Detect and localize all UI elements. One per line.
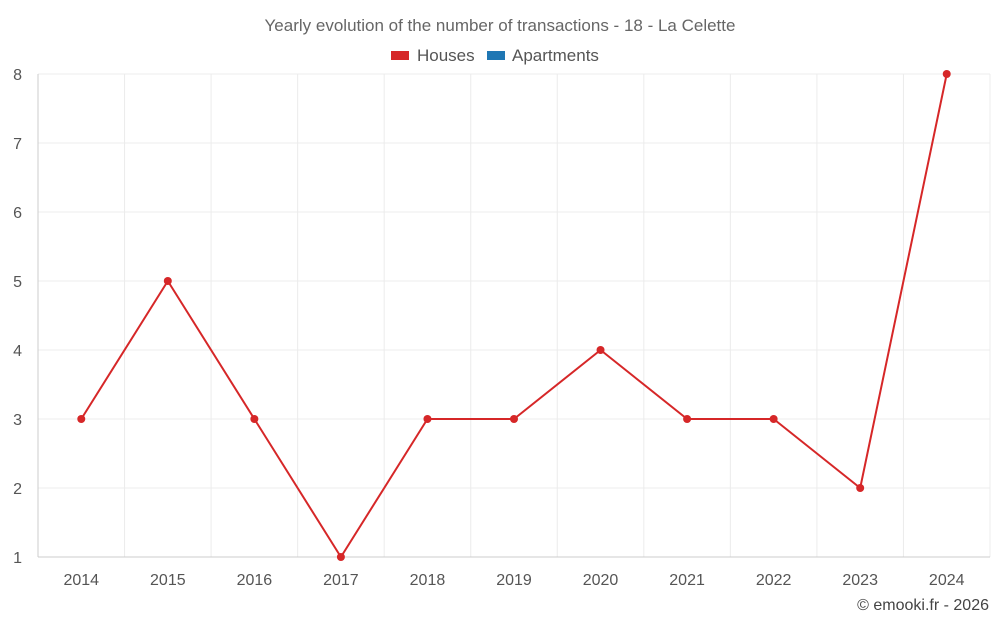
legend-item-houses[interactable]: Houses (391, 46, 475, 65)
data-point-houses-2022[interactable] (769, 415, 778, 423)
x-tick-label: 2014 (63, 572, 99, 589)
legend-item-apartments[interactable]: Apartments (487, 46, 599, 65)
x-tick-label: 2016 (237, 572, 273, 589)
y-tick-label: 3 (13, 412, 22, 429)
legend-swatch-houses (391, 51, 409, 60)
axes: 1 2 3 4 5 6 7 8 2014 2015 2016 2017 2018 2019 2020 2021… (13, 67, 990, 589)
y-tick-label: 7 (13, 136, 22, 153)
x-tick-label: 2020 (583, 572, 619, 589)
grid (37, 73, 991, 557)
y-tick-label: 4 (13, 343, 22, 360)
data-point-houses-2018[interactable] (423, 415, 432, 423)
legend: Houses Apartments (391, 46, 599, 65)
data-point-houses-2024[interactable] (942, 70, 951, 78)
chart-title: Yearly evolution of the number of transa… (265, 16, 736, 35)
data-point-houses-2017[interactable] (336, 553, 345, 561)
y-tick-label: 8 (13, 67, 22, 84)
legend-swatch-apartments (487, 51, 505, 60)
x-tick-label: 2023 (842, 572, 878, 589)
data-point-houses-2023[interactable] (856, 484, 865, 492)
data-point-houses-2015[interactable] (163, 277, 172, 285)
data-point-houses-2019[interactable] (510, 415, 518, 423)
x-tick-label: 2021 (669, 572, 705, 589)
footer-credit: © emooki.fr - 2026 (857, 597, 989, 614)
x-tick-label: 2017 (323, 572, 359, 589)
legend-label-houses: Houses (417, 46, 475, 65)
x-tick-label: 2019 (496, 572, 532, 589)
y-tick-label: 5 (13, 274, 22, 291)
series-houses (77, 70, 951, 561)
data-point-houses-2021[interactable] (683, 415, 692, 423)
data-point-houses-2016[interactable] (250, 415, 259, 423)
data-point-houses-2020[interactable] (596, 346, 605, 354)
x-tick-label: 2015 (150, 572, 186, 589)
legend-label-apartments: Apartments (512, 46, 599, 65)
x-tick-label: 2024 (929, 572, 965, 589)
y-tick-label: 1 (13, 550, 22, 567)
y-tick-label: 6 (13, 205, 22, 222)
y-tick-label: 2 (13, 481, 22, 498)
x-tick-label: 2018 (410, 572, 446, 589)
x-tick-label: 2022 (756, 572, 792, 589)
data-point-houses-2014[interactable] (77, 415, 86, 423)
